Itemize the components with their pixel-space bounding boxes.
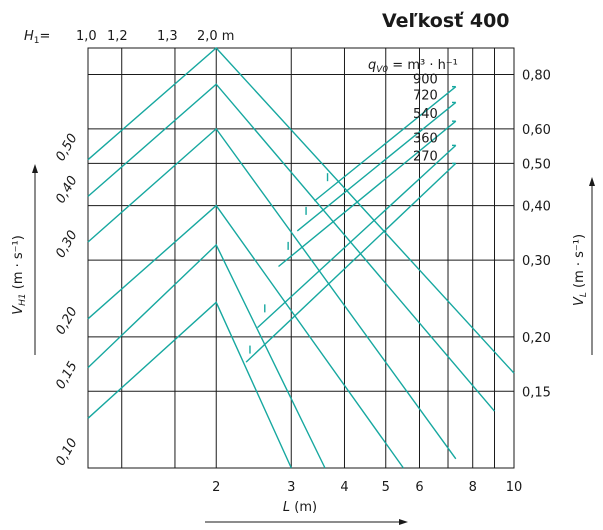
flow-line-270 bbox=[245, 162, 457, 363]
x-tick-label: 4 bbox=[340, 480, 348, 495]
h1-value: 1,2 bbox=[107, 29, 128, 44]
legend-flow-label: 360 bbox=[413, 131, 438, 146]
y-right-direction-arrow bbox=[589, 177, 595, 355]
throw-curve-3 bbox=[87, 127, 457, 460]
x-tick-label: 6 bbox=[415, 480, 423, 495]
throw-curve-6 bbox=[87, 301, 292, 469]
y-right-tick-label: 0,20 bbox=[522, 331, 551, 346]
y-left-tick-label: 0,50 bbox=[53, 131, 80, 164]
throw-curve-4 bbox=[87, 204, 404, 469]
legend-flow-label: 720 bbox=[413, 88, 438, 103]
y-right-tick-label: 0,40 bbox=[522, 200, 551, 215]
legend-flow-label: 540 bbox=[413, 107, 438, 122]
h1-value: 1,3 bbox=[157, 29, 178, 44]
h1-header: H1= 1,0 1,2 1,3 2,0 m bbox=[24, 29, 234, 46]
legend-flow-label: 900 bbox=[413, 73, 438, 88]
h1-value: 2,0 m bbox=[197, 29, 234, 44]
plot-frame bbox=[87, 47, 515, 469]
y-left-tick-label: 0,20 bbox=[53, 305, 80, 338]
flow-marks bbox=[249, 173, 329, 354]
legend-flow-label: 270 bbox=[413, 149, 438, 164]
chart-title: Veľkosť 400 bbox=[382, 10, 510, 32]
y-left-tick-label: 0,30 bbox=[53, 228, 80, 261]
x-tick-label: 5 bbox=[382, 480, 390, 495]
y-left-axis-label: VH1 (m · s⁻¹) bbox=[11, 235, 28, 315]
x-axis-label: L (m) bbox=[283, 500, 317, 515]
x-tick-label: 10 bbox=[506, 480, 523, 495]
y-left-tick-label: 0,10 bbox=[53, 436, 80, 469]
y-right-tick-label: 0,60 bbox=[522, 123, 551, 138]
y-left-direction-arrow bbox=[32, 164, 38, 355]
y-right-tick-label: 0,80 bbox=[522, 69, 551, 84]
throw-curve-2 bbox=[87, 83, 496, 412]
y-left-tick-label: 0,40 bbox=[53, 174, 80, 207]
h1-label: H1= bbox=[24, 29, 50, 46]
x-tick-label: 2 bbox=[212, 480, 220, 495]
y-left-tick-label: 0,15 bbox=[53, 359, 80, 392]
grid-layer bbox=[87, 47, 515, 469]
h1-value: 1,0 bbox=[76, 29, 97, 44]
series-layer bbox=[87, 47, 515, 469]
y-right-axis-label: VL (m · s⁻¹) bbox=[572, 234, 589, 306]
flow-line-900 bbox=[313, 86, 457, 202]
flow-line-540 bbox=[278, 120, 457, 268]
x-direction-arrow bbox=[205, 519, 408, 525]
throw-curve-1 bbox=[87, 47, 515, 374]
y-right-tick-label: 0,50 bbox=[522, 157, 551, 172]
y-right-tick-label: 0,30 bbox=[522, 254, 551, 269]
flow-line-360 bbox=[257, 144, 457, 329]
legend-title: qV0 = m³ · h⁻¹ bbox=[368, 58, 458, 75]
y-right-tick-label: 0,15 bbox=[522, 385, 551, 400]
throw-curve-5 bbox=[87, 243, 326, 469]
x-tick-label: 8 bbox=[469, 480, 477, 495]
flow-line-720 bbox=[296, 101, 457, 232]
x-tick-label: 3 bbox=[287, 480, 295, 495]
